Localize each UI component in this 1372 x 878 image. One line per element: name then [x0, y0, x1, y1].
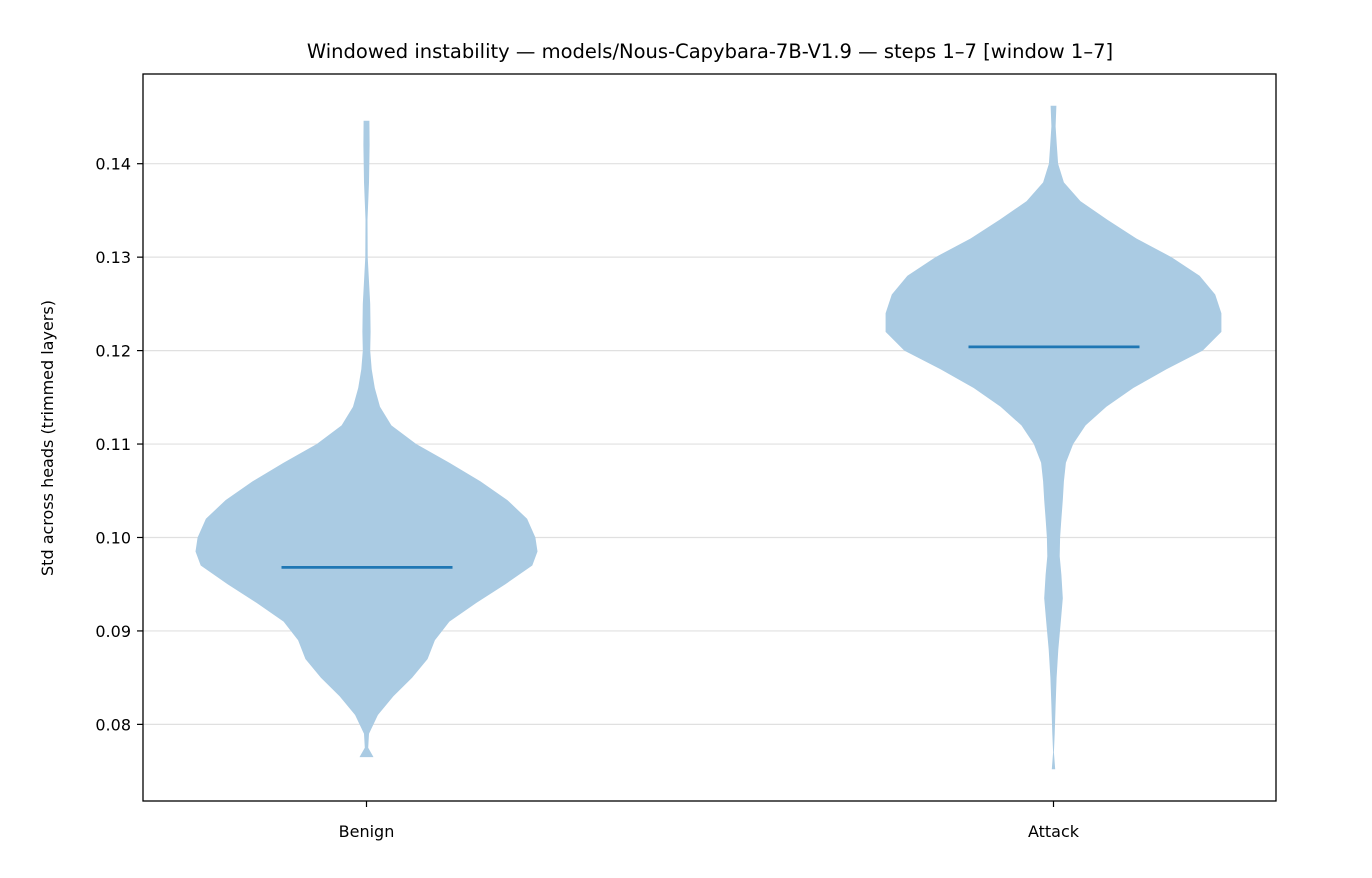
violin-body-attack: [885, 105, 1222, 770]
y-tick-label: 0.08: [95, 715, 131, 734]
y-tick-label: 0.10: [95, 528, 131, 547]
y-axis-ticks: 0.08 0.09 0.10 0.11 0.12 0.13 0.14: [95, 155, 143, 734]
y-tick-label: 0.12: [95, 342, 131, 361]
x-axis-ticks: Benign Attack: [339, 801, 1080, 841]
violins: [195, 105, 1222, 770]
y-tick-label: 0.11: [95, 435, 131, 454]
y-tick-label: 0.14: [95, 155, 131, 174]
x-tick-label: Attack: [1028, 822, 1080, 841]
plot-frame: [142, 73, 1277, 802]
y-tick-label: 0.13: [95, 248, 131, 267]
y-tick-label: 0.09: [95, 622, 131, 641]
x-tick-label: Benign: [339, 822, 395, 841]
violin-body-benign: [195, 120, 538, 758]
chart-title: Windowed instability — models/Nous-Capyb…: [307, 40, 1113, 63]
y-axis-label: Std across heads (trimmed layers): [38, 300, 57, 576]
